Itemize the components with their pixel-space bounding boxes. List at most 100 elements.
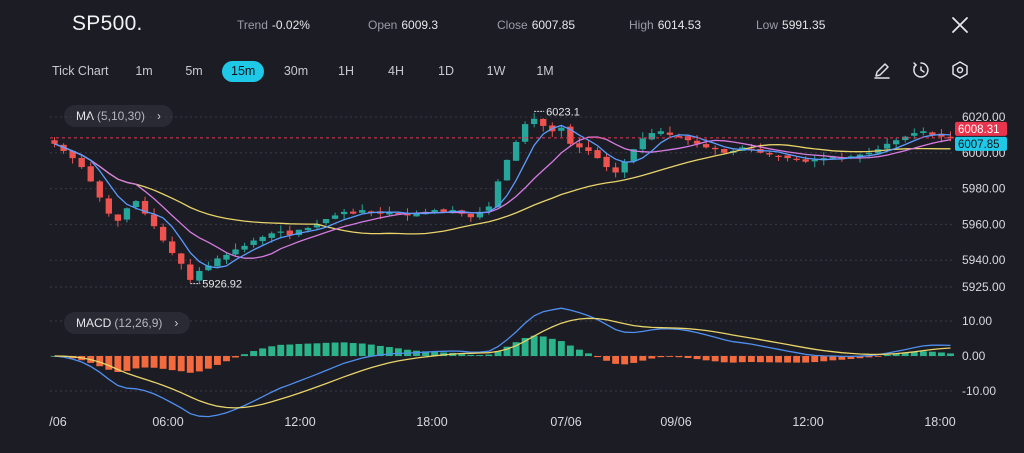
macd-histogram-bar	[159, 356, 167, 369]
candle	[440, 209, 447, 212]
low-value: 5991.35	[782, 18, 826, 32]
macd-histogram-bar	[422, 351, 430, 356]
candle	[169, 241, 176, 254]
macd-histogram-bar	[901, 352, 909, 356]
macd-histogram-bar	[892, 353, 900, 356]
macd-histogram-bar	[829, 356, 837, 361]
macd-histogram-bar	[123, 356, 131, 371]
candle	[268, 233, 275, 238]
candle	[304, 227, 312, 231]
tab-tick-chart[interactable]: Tick Chart	[52, 64, 109, 78]
macd-histogram-bar	[548, 338, 556, 356]
tab-4h[interactable]: 4H	[388, 64, 404, 78]
candle	[178, 253, 185, 264]
candle	[902, 136, 909, 141]
candle	[567, 126, 574, 144]
candle	[322, 219, 330, 224]
macd-histogram-bar	[756, 356, 764, 363]
macd-indicator-pill[interactable]: MACD (12,26,9) ›	[64, 312, 191, 334]
candle	[431, 210, 438, 213]
macd-histogram-bar	[250, 351, 258, 356]
candle	[829, 156, 836, 159]
symbol-title: SP500.	[72, 12, 143, 35]
price-chart[interactable]: 6020.006000.005980.005960.005940.005925.…	[0, 95, 1024, 453]
candle	[78, 157, 85, 168]
macd-histogram-bar	[612, 356, 620, 364]
ma-indicator-pill[interactable]: MA (5,10,30) ›	[64, 105, 174, 127]
settings-hex-icon[interactable]	[950, 60, 970, 80]
macd-histogram-bar	[503, 346, 511, 356]
candle	[114, 214, 122, 221]
close-label: Close	[497, 18, 528, 32]
macd-histogram-bar	[304, 343, 312, 356]
macd-histogram-bar	[512, 342, 520, 356]
macd-histogram-bar	[910, 351, 918, 356]
candle	[241, 245, 248, 250]
tab-1w[interactable]: 1W	[486, 64, 506, 78]
macd-signal-line	[54, 317, 951, 409]
macd-histogram-bar	[213, 356, 221, 365]
price-tag-cyan	[955, 136, 1007, 151]
tab-1h[interactable]: 1H	[338, 64, 354, 78]
candle	[69, 150, 76, 159]
tab-1d[interactable]: 1D	[438, 64, 454, 78]
macd-histogram-bar	[865, 356, 873, 358]
ma-label: MA	[76, 109, 94, 123]
macd-histogram-bar	[603, 356, 611, 361]
candle	[313, 224, 321, 228]
draw-pencil-icon[interactable]	[872, 60, 892, 80]
ma10-line	[54, 136, 951, 259]
macd-histogram-bar	[566, 345, 574, 356]
macd-histogram-bar	[711, 356, 719, 362]
macd-histogram-bar	[141, 356, 149, 368]
candle	[639, 138, 646, 150]
candle	[920, 131, 927, 133]
macd-histogram-bar	[729, 356, 737, 363]
price-tag-red-label: 6008.31	[958, 124, 1000, 136]
candle	[87, 166, 94, 182]
candle	[630, 149, 637, 162]
x-axis-label: 12:00	[284, 415, 315, 429]
candle	[159, 226, 167, 241]
macd-histogram-bar	[331, 342, 339, 356]
close-stat: Close 6007.85	[497, 18, 575, 32]
tab-1mo[interactable]: 1M	[536, 64, 554, 78]
candle	[105, 198, 112, 214]
candle	[386, 211, 393, 215]
macd-histogram-bar	[657, 356, 665, 358]
low-stat: Low 5991.35	[756, 18, 825, 32]
macd-histogram-bar	[883, 355, 891, 356]
macd-histogram-bar	[539, 336, 547, 356]
macd-histogram-bar	[648, 356, 656, 359]
chart-header: SP500. Trend -0.02% Open 6009.3 Close 6007.…	[0, 0, 1024, 50]
timer-reset-icon[interactable]	[911, 60, 931, 80]
candle	[793, 158, 800, 160]
macd-histogram-bar	[286, 344, 294, 356]
candle	[187, 264, 194, 280]
x-axis-label: 18:00	[924, 415, 955, 429]
candle	[865, 152, 873, 155]
macd-histogram-bar	[766, 356, 773, 363]
candle	[893, 140, 900, 145]
candle	[531, 118, 538, 125]
macd-histogram-bar	[96, 356, 104, 367]
open-value: 6009.3	[401, 18, 439, 32]
macd-histogram-bar	[223, 356, 230, 362]
close-icon[interactable]	[949, 14, 971, 36]
tab-30m[interactable]: 30m	[283, 64, 309, 78]
high-annotation: 6023.1	[546, 106, 580, 118]
price-tag-cyan-label: 6007.85	[958, 139, 1000, 151]
candle	[214, 258, 221, 267]
macd-histogram-bar	[557, 341, 565, 356]
macd-axis-label: 0.00	[962, 349, 986, 363]
macd-histogram-bar	[720, 356, 728, 363]
macd-histogram-bar	[585, 353, 592, 356]
candle	[938, 133, 945, 137]
tab-5m[interactable]: 5m	[185, 64, 203, 78]
candle	[766, 153, 773, 155]
candle	[576, 143, 583, 148]
macd-histogram-bar	[259, 348, 267, 356]
tab-15m[interactable]: 15m	[222, 61, 265, 82]
price-axis-label: 5925.00	[962, 280, 1006, 294]
tab-1m[interactable]: 1m	[135, 64, 153, 78]
